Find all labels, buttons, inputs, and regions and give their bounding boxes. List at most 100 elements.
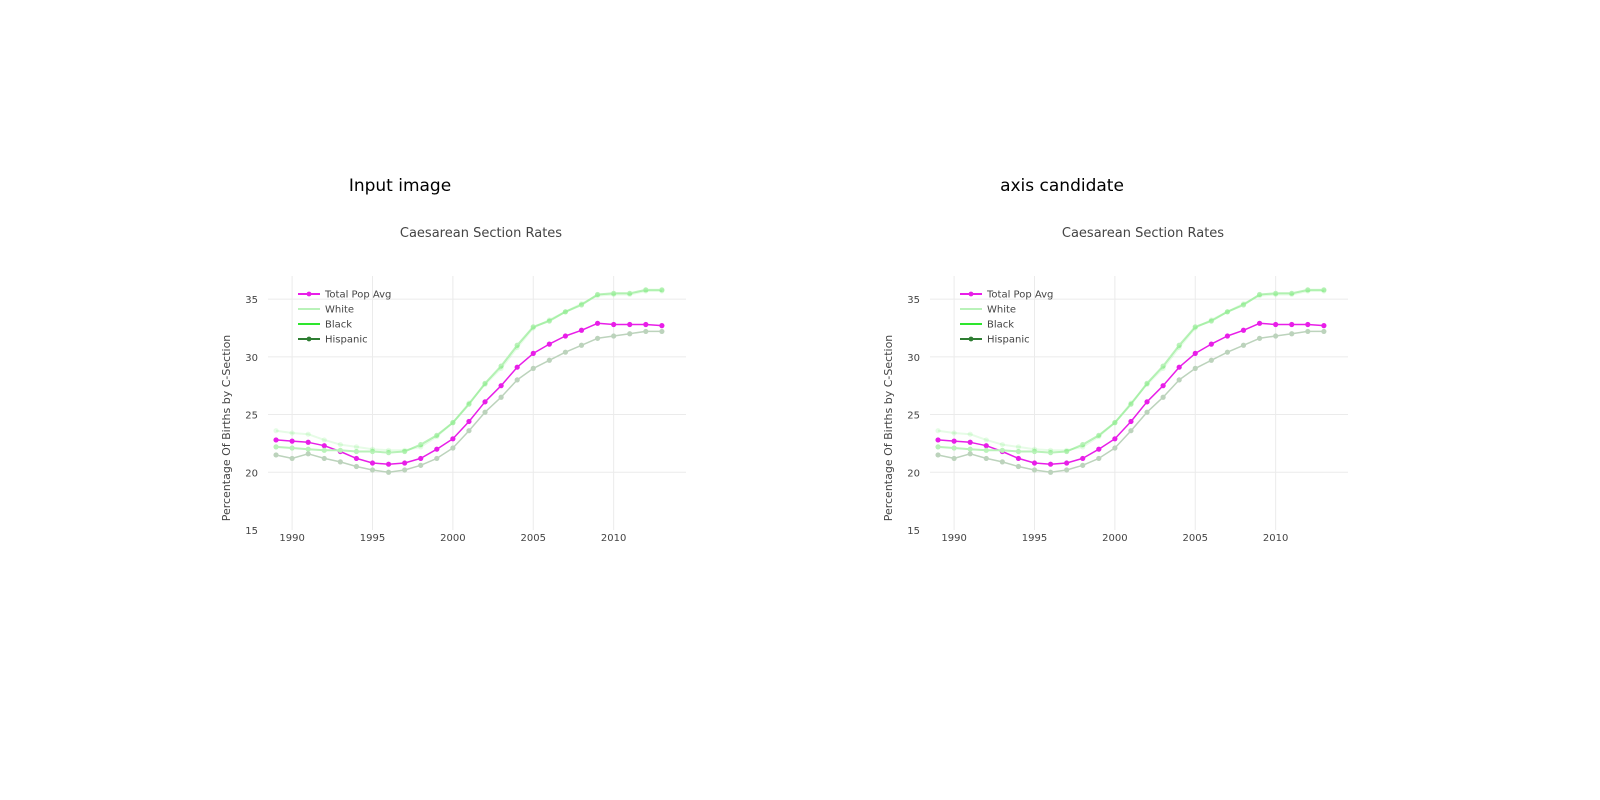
legend-marker (306, 336, 312, 342)
data-point (1176, 342, 1182, 348)
data-point (1047, 450, 1054, 456)
data-point (450, 445, 456, 451)
data-point (514, 344, 520, 351)
data-point (289, 438, 295, 444)
data-point (1273, 290, 1279, 296)
y-tick-label: 30 (907, 353, 920, 364)
data-point (1096, 455, 1102, 462)
data-point (353, 455, 360, 462)
data-point (1208, 318, 1214, 324)
data-point (643, 287, 649, 293)
x-tick-label: 1995 (1022, 533, 1047, 544)
data-point (578, 302, 585, 308)
data-point (1256, 320, 1263, 326)
data-point (337, 447, 343, 453)
data-point (659, 288, 665, 294)
data-point (434, 446, 440, 452)
data-point (1176, 377, 1182, 383)
data-point (321, 443, 327, 449)
data-point (385, 461, 392, 467)
data-point (627, 291, 633, 298)
data-point (611, 290, 617, 296)
data-point (1176, 344, 1182, 351)
chart-title: Caesarean Section Rates (1062, 226, 1224, 241)
data-point (1192, 350, 1198, 356)
y-axis-label: Percentage Of Births by C-Section (882, 335, 895, 522)
data-point (450, 436, 456, 442)
panel-input: Input image Caesarean Section Rates 15 20 2… (220, 176, 686, 544)
data-point (1128, 418, 1134, 425)
data-point (1096, 446, 1102, 452)
data-point (1144, 399, 1150, 405)
data-point (594, 335, 601, 341)
y-tick-label: 35 (907, 295, 920, 306)
data-point (1321, 323, 1327, 329)
y-tick-label: 15 (245, 526, 258, 537)
data-point (951, 445, 957, 451)
data-point (1031, 446, 1038, 452)
data-point (643, 328, 649, 335)
data-point (935, 428, 941, 434)
data-point (1031, 460, 1038, 466)
y-axis-label: Percentage Of Births by C-Section (220, 335, 233, 522)
data-point (1289, 291, 1295, 298)
data-point (1256, 293, 1263, 299)
data-point (369, 446, 376, 452)
data-point (983, 455, 989, 462)
x-tick-label: 2010 (601, 533, 626, 544)
data-point (482, 380, 488, 386)
data-point (466, 418, 472, 425)
data-point (434, 433, 440, 440)
data-point (983, 443, 989, 449)
data-point (1321, 288, 1327, 294)
data-point (1112, 420, 1118, 426)
data-point (1080, 444, 1086, 450)
data-point (450, 420, 456, 426)
data-point (434, 432, 440, 438)
y-tick-label: 25 (245, 411, 258, 422)
data-point (498, 365, 504, 371)
data-point (562, 309, 569, 315)
data-point (1224, 309, 1231, 315)
data-point (1224, 309, 1231, 315)
data-point (369, 467, 376, 473)
data-point (611, 321, 617, 328)
data-point (1289, 321, 1295, 328)
panel-candidate: axis candidate Caesarean Section Rates 15… (662, 0, 1462, 800)
data-point (273, 428, 279, 434)
data-point (385, 450, 392, 456)
data-point (594, 291, 601, 298)
data-point (289, 445, 295, 451)
data-point (1160, 365, 1166, 371)
data-point (402, 448, 408, 455)
y-tick-label: 20 (245, 468, 258, 479)
data-point (594, 320, 601, 326)
data-point (1047, 469, 1054, 475)
series-line-black (937, 290, 1324, 452)
data-point (418, 455, 424, 462)
data-point (546, 317, 552, 323)
data-point (1080, 455, 1086, 462)
y-tick-label: 20 (907, 468, 920, 479)
y-tick-label: 25 (907, 411, 920, 422)
data-point (1208, 357, 1214, 363)
x-tick-label: 2000 (1102, 533, 1127, 544)
data-point (289, 430, 295, 436)
data-point (983, 437, 989, 443)
data-point (1224, 349, 1231, 355)
data-point (385, 469, 392, 475)
data-point (999, 447, 1005, 453)
data-point (530, 325, 536, 331)
data-point (999, 441, 1005, 448)
y-tick-label: 15 (907, 526, 920, 537)
data-point (305, 431, 311, 437)
data-point (466, 401, 472, 407)
data-point (466, 428, 472, 434)
panel-title: Input image (348, 176, 452, 196)
data-point (1305, 328, 1311, 335)
data-point (1096, 432, 1102, 438)
data-point (951, 430, 957, 436)
data-point (369, 448, 376, 455)
data-point (1160, 394, 1166, 400)
data-point (1321, 328, 1327, 335)
